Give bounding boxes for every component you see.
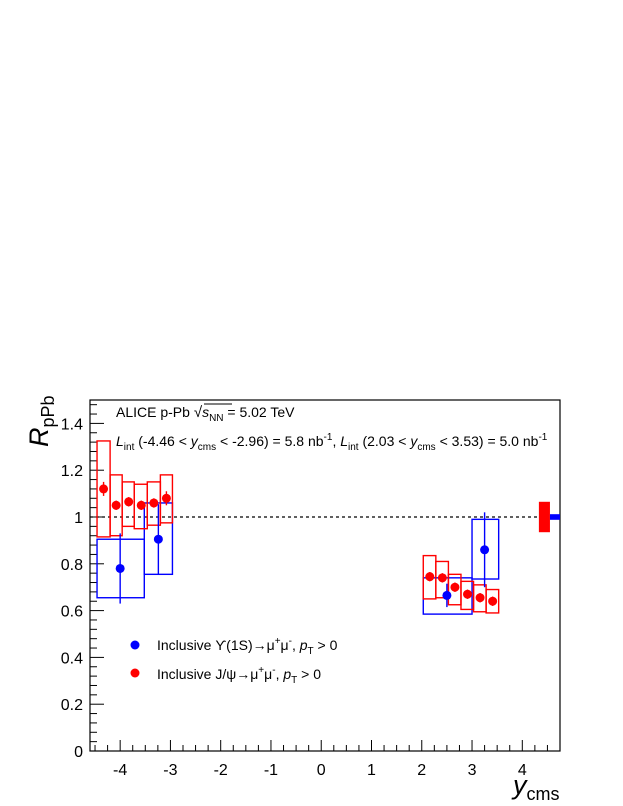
x-tick-label: 2	[417, 762, 426, 779]
x-tick-label: -1	[264, 762, 278, 779]
data-point-jpsi	[488, 596, 498, 606]
x-tick-label: 3	[468, 762, 477, 779]
x-tick-label: -3	[163, 762, 177, 779]
sys-box-jpsi	[159, 474, 174, 524]
legend: Inclusive ϒ(1S)→μ+μ-, pT > 0 Inclusive J…	[130, 636, 338, 686]
legend-marker-jpsi	[130, 668, 140, 678]
x-tick-label: 4	[518, 762, 527, 779]
data-point-upsilon	[115, 563, 125, 573]
y-tick-label: 0.4	[61, 650, 83, 667]
sys-box-jpsi	[485, 588, 500, 614]
annotation-line-1: ALICE p-Pb √sNN = 5.02 TeV	[116, 404, 295, 424]
data-point-jpsi	[425, 572, 435, 582]
x-tick-label: -2	[214, 762, 228, 779]
data-point-jpsi	[124, 497, 134, 507]
legend-marker-upsilon	[130, 640, 140, 650]
x-tick-label: 1	[367, 762, 376, 779]
data-point-jpsi	[99, 484, 109, 494]
x-tick-label: 0	[317, 762, 326, 779]
y-tick-label: 0.2	[61, 697, 83, 714]
y-tick-label: 1.4	[61, 416, 83, 433]
y-axis-title: RpPb	[24, 395, 58, 447]
y-tick-label: 0.8	[61, 557, 83, 574]
legend-label-upsilon: Inclusive ϒ(1S)→μ+μ-, pT > 0	[157, 636, 338, 657]
data-point-jpsi	[161, 493, 171, 503]
data-point-jpsi	[475, 593, 485, 603]
sqrt-symbol: √	[194, 404, 203, 421]
sys-box-upsilon	[471, 518, 500, 580]
data-point-jpsi	[111, 500, 121, 510]
y-tick-label: 1.2	[61, 463, 83, 480]
y-tick-label: 1	[74, 510, 83, 527]
y-tick-label: 0	[74, 744, 83, 761]
x-tick-label: -4	[113, 762, 127, 779]
global-uncertainty-jpsi	[538, 501, 550, 533]
data-point-upsilon	[153, 534, 163, 544]
data-point-jpsi	[437, 573, 447, 583]
data-point-jpsi	[450, 582, 460, 592]
annotation-line-2: Lint (-4.46 < ycms < -2.96) = 5.8 nb-1, …	[116, 432, 548, 453]
x-axis-title: ycms	[511, 770, 560, 804]
data-point-upsilon	[442, 590, 452, 600]
plot-frame	[89, 399, 561, 752]
y-tick-label: 0.6	[61, 604, 83, 621]
data-point-jpsi	[136, 500, 146, 510]
plot-area: 0 0.2 0.4 0.6 0.8 1 1.2 1.4 -4 -3 -2 -1 0 1 2 3 4	[61, 399, 561, 779]
data-point-jpsi	[463, 589, 473, 599]
legend-label-jpsi: Inclusive J/ψ→μ+μ-, pT > 0	[157, 665, 321, 686]
data-point-upsilon	[480, 545, 490, 555]
global-uncertainty-upsilon	[549, 514, 560, 520]
data-point-jpsi	[149, 498, 159, 508]
